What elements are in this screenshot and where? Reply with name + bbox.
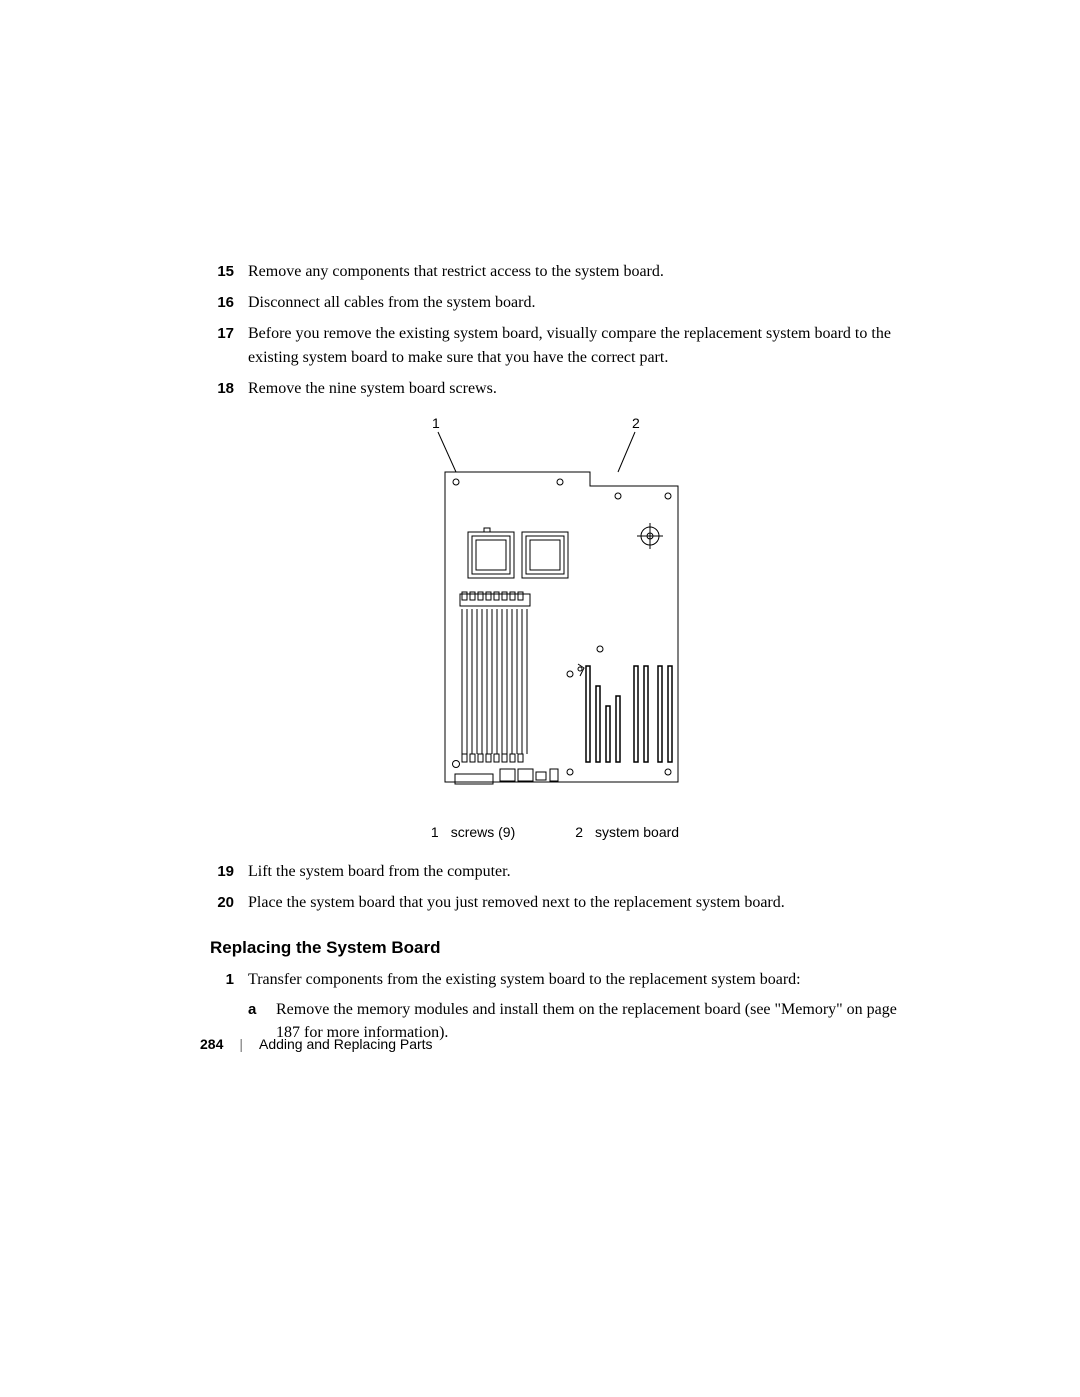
step-text: Lift the system board from the computer. — [248, 860, 900, 883]
step-text: Before you remove the existing system bo… — [248, 322, 900, 368]
legend-num: 1 — [431, 824, 439, 840]
step-item: 1 Transfer components from the existing … — [210, 968, 900, 1044]
step-number: 15 — [210, 260, 248, 283]
step-main-text: Transfer components from the existing sy… — [248, 971, 801, 988]
legend-num: 2 — [575, 824, 583, 840]
step-item: 20 Place the system board that you just … — [210, 891, 900, 914]
step-number: 19 — [210, 860, 248, 883]
step-number: 18 — [210, 377, 248, 400]
callout-1-label: 1 — [432, 415, 440, 431]
step-text: Remove any components that restrict acce… — [248, 260, 900, 283]
step-number: 16 — [210, 291, 248, 314]
step-item: 16 Disconnect all cables from the system… — [210, 291, 900, 314]
step-item: 19 Lift the system board from the comput… — [210, 860, 900, 883]
legend-item: 1 screws (9) — [431, 824, 515, 840]
page-footer: 284 | Adding and Replacing Parts — [200, 1036, 433, 1052]
step-number: 17 — [210, 322, 248, 368]
section-heading: Replacing the System Board — [210, 938, 900, 958]
system-board-diagram: 1 2 — [210, 414, 900, 814]
step-text: Remove the nine system board screws. — [248, 377, 900, 400]
step-text: Transfer components from the existing sy… — [248, 968, 900, 1044]
legend-item: 2 system board — [575, 824, 679, 840]
step-item: 17 Before you remove the existing system… — [210, 322, 900, 368]
system-board-svg: 1 2 — [400, 414, 710, 814]
step-number: 1 — [210, 968, 248, 1044]
step-item: 15 Remove any components that restrict a… — [210, 260, 900, 283]
diagram-legend: 1 screws (9) 2 system board — [210, 824, 900, 840]
step-number: 20 — [210, 891, 248, 914]
page-number: 284 — [200, 1036, 223, 1052]
legend-text: system board — [595, 824, 679, 840]
callout-2-label: 2 — [632, 415, 640, 431]
step-item: 18 Remove the nine system board screws. — [210, 377, 900, 400]
legend-text: screws (9) — [451, 824, 516, 840]
step-text: Place the system board that you just rem… — [248, 891, 900, 914]
footer-separator: | — [239, 1036, 243, 1052]
page-content: 15 Remove any components that restrict a… — [0, 0, 1080, 1044]
chapter-title: Adding and Replacing Parts — [259, 1036, 433, 1052]
step-text: Disconnect all cables from the system bo… — [248, 291, 900, 314]
